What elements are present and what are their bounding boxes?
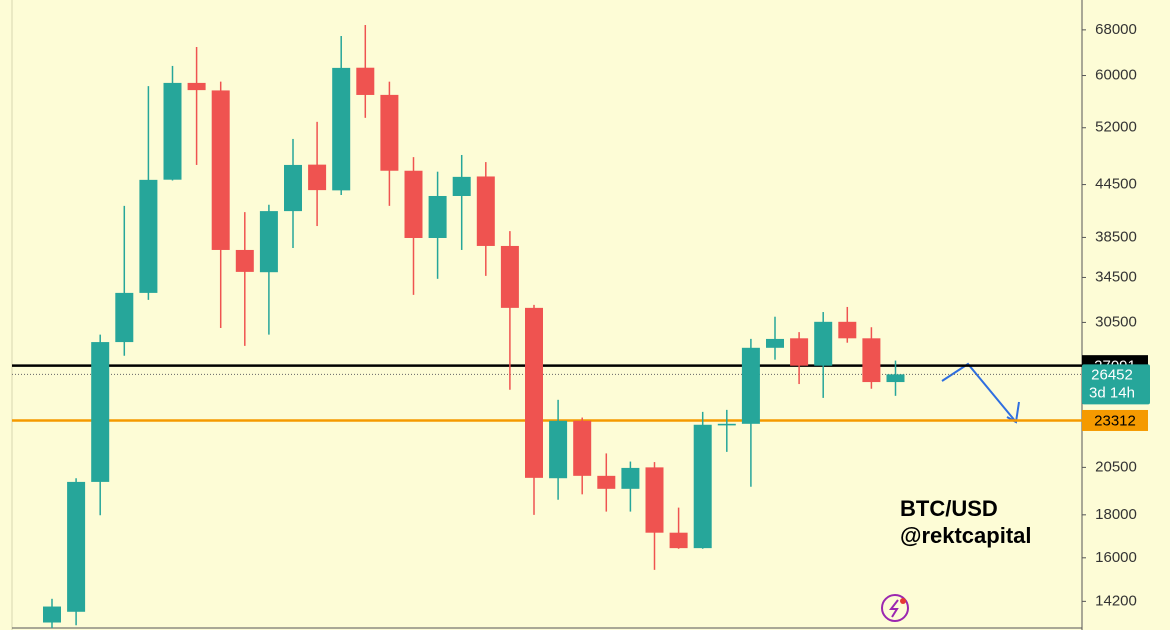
candle-body [332, 67, 351, 191]
candle-body [452, 176, 471, 196]
y-tick-label: 52000 [1095, 119, 1137, 136]
candle-body [645, 467, 664, 533]
candle-body [741, 347, 760, 424]
candle-body [428, 195, 447, 238]
y-tick-label: 20500 [1095, 458, 1137, 475]
countdown: 3d 14h [1089, 384, 1135, 401]
arrow-head [1006, 401, 1020, 424]
candle-body [356, 67, 375, 95]
annotation: BTC/USD [900, 496, 998, 521]
y-tick-label: 30500 [1095, 313, 1137, 330]
y-tick-label: 34500 [1095, 268, 1137, 285]
y-tick-label: 14200 [1095, 592, 1137, 609]
candle-body [67, 481, 86, 612]
candle-body [814, 321, 833, 366]
candle-body [308, 164, 327, 191]
candle-body [284, 164, 302, 212]
candle-body [187, 82, 206, 91]
y-tick-label: 44500 [1095, 176, 1137, 193]
candle-body [476, 176, 495, 246]
y-tick-label: 68000 [1095, 21, 1137, 38]
candle-body [525, 307, 543, 478]
price-tag-label: 23312 [1094, 412, 1136, 429]
arrow [941, 362, 1017, 423]
last-price-label: 26452 [1091, 366, 1133, 383]
candle-body [500, 245, 519, 308]
lightning-icon[interactable] [881, 594, 909, 622]
candle-body [717, 423, 736, 426]
candle-body [259, 211, 278, 273]
y-tick-label: 16000 [1095, 549, 1137, 566]
candle-body [621, 467, 640, 489]
candle-body [862, 338, 881, 383]
candle-body [43, 606, 61, 623]
lightning-bolt [888, 599, 899, 618]
candle-body [139, 179, 158, 293]
annotation: @rektcapital [900, 523, 1032, 548]
candle-body [211, 90, 230, 250]
candle-body [404, 170, 423, 238]
candle-body [163, 82, 182, 180]
candle-body [597, 475, 616, 489]
candle-body [766, 338, 784, 348]
icon-dot [900, 598, 906, 604]
candle-body [91, 342, 110, 482]
candle-body [886, 374, 905, 383]
y-tick-label: 38500 [1095, 228, 1137, 245]
candle-body [838, 321, 857, 339]
y-tick-label: 18000 [1095, 506, 1137, 523]
candle-body [115, 292, 134, 343]
y-tick-label: 60000 [1095, 67, 1137, 84]
candle-body [549, 420, 568, 479]
price-tag [1082, 409, 1148, 431]
candle-body [573, 420, 592, 476]
candle-body [235, 249, 254, 272]
candle-body [693, 424, 712, 549]
candle-body [790, 338, 809, 366]
candle-body [669, 532, 688, 549]
candle-body [380, 94, 399, 171]
last-price-tag [1082, 364, 1150, 405]
